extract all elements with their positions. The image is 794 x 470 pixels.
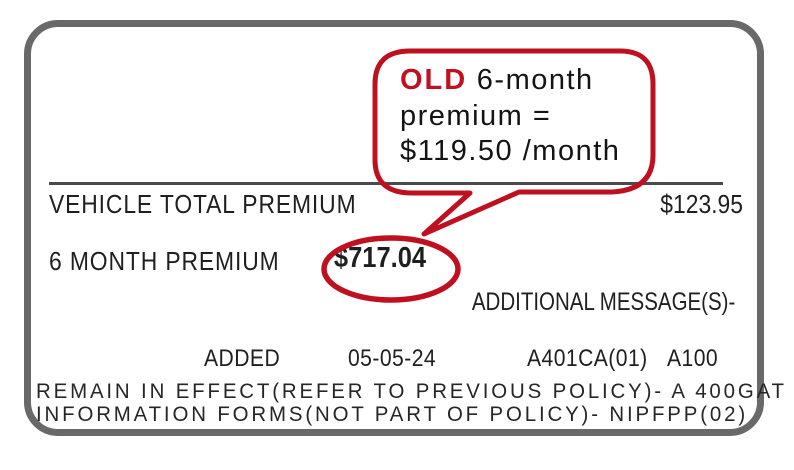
callout-line-3: $119.50 /month bbox=[400, 135, 621, 167]
horizontal-divider bbox=[49, 182, 723, 185]
footer-line-1: REMAIN IN EFFECT(REFER TO PREVIOUS POLIC… bbox=[36, 379, 787, 403]
change-form-number: A401CA(01) bbox=[527, 345, 648, 372]
vehicle-total-premium-label: VEHICLE TOTAL PREMIUM bbox=[49, 189, 357, 219]
callout-line-1-rest: 6-month bbox=[476, 64, 594, 96]
six-month-premium-label: 6 MONTH PREMIUM bbox=[49, 246, 280, 276]
callout-old-emphasis: OLD bbox=[400, 64, 468, 96]
change-status: ADDED bbox=[204, 345, 281, 372]
callout-line-2: premium = bbox=[400, 99, 552, 132]
document-frame-border bbox=[24, 20, 764, 436]
callout-note: OLD 6-month premium = $119.50 /month bbox=[400, 63, 640, 170]
callout-line-1: OLD 6-month bbox=[400, 63, 640, 99]
vehicle-total-premium-value: $123.95 bbox=[660, 189, 743, 219]
change-code: A100 bbox=[667, 345, 719, 372]
footer-messages: REMAIN IN EFFECT(REFER TO PREVIOUS POLIC… bbox=[36, 379, 787, 426]
additional-messages-heading: ADDITIONAL MESSAGE(S)- bbox=[471, 288, 735, 316]
footer-line-2: INFORMATION FORMS(NOT PART OF POLICY)- N… bbox=[36, 401, 748, 426]
six-month-premium-value: $717.04 bbox=[333, 242, 427, 274]
change-date: 05-05-24 bbox=[348, 345, 437, 372]
